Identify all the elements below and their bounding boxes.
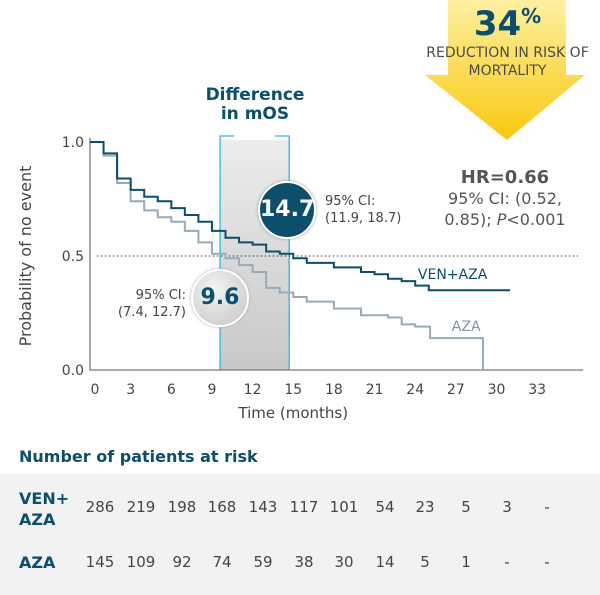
risk-cell: 14 [375, 553, 395, 571]
median-ven-ci: 95% CI: (11.9, 18.7) [325, 193, 401, 227]
x-tick-label: 3 [126, 382, 135, 398]
risk-cell: 23 [415, 498, 435, 516]
banner-text: REDUCTION IN RISK OF MORTALITY [426, 45, 589, 79]
legend-aza: AZA [452, 319, 481, 335]
legend-ven-aza: VEN+AZA [418, 267, 488, 283]
risk-cell: 38 [294, 553, 314, 571]
risk-cell: 92 [172, 553, 192, 571]
median-aza-circle: 9.6 [191, 269, 249, 327]
ci-value: (7.4, 12.7) [117, 305, 186, 320]
x-axis-label: Time (months) [237, 404, 348, 422]
hr-title: HR=0.66 [460, 167, 550, 188]
y-tick-label: 0.0 [62, 363, 84, 379]
x-tick-label: 30 [488, 382, 506, 398]
hr-ci: 95% CI: (0.52, 0.85); [444, 189, 562, 229]
risk-cell: 30 [334, 553, 354, 571]
ci-label: 95% CI: [135, 288, 186, 303]
difference-label: Difference in mOS [205, 85, 305, 124]
risk-cell: 286 [85, 498, 115, 516]
x-tick-label: 9 [207, 382, 216, 398]
x-tick-label: 18 [325, 382, 343, 398]
risk-row-label-aza: AZA [19, 553, 56, 572]
banner-value: 34% [425, 4, 590, 44]
x-tick-label: 33 [528, 382, 546, 398]
km-chart: VEN+AZA AZA 0 3 6 9 12 15 18 21 24 27 30 33 0.0 0.5 1.0 T… [16, 0, 585, 422]
x-tick-label: 21 [366, 382, 384, 398]
risk-cell: 145 [85, 553, 115, 571]
risk-cell: 59 [253, 553, 273, 571]
km-curve-aza [90, 141, 484, 370]
risk-cell: 5 [461, 498, 471, 516]
risk-cell: 198 [167, 498, 197, 516]
y-axis-label: Probability of no event [16, 166, 35, 347]
x-tick-label: 12 [244, 382, 262, 398]
risk-cell: 219 [126, 498, 156, 516]
banner-arrow [425, 0, 585, 140]
banner-unit: % [521, 4, 542, 28]
x-tick-label: 24 [406, 382, 424, 398]
x-tick-label: 0 [91, 382, 100, 398]
hr-p-value: <0.001 [506, 210, 566, 229]
risk-table [0, 474, 600, 595]
y-tick-label: 1.0 [62, 135, 84, 151]
median-aza-ci: 95% CI: (7.4, 12.7) [100, 287, 186, 321]
km-curve-ven-aza [90, 141, 511, 292]
ci-value: (11.9, 18.7) [325, 211, 402, 226]
x-tick-label: 27 [447, 382, 465, 398]
x-tick-label: 15 [284, 382, 302, 398]
y-tick-label: 0.5 [62, 249, 84, 265]
median-ven-circle: 14.7 [258, 181, 316, 239]
risk-cell: 143 [248, 498, 278, 516]
risk-cell: 109 [126, 553, 156, 571]
risk-cell: - [504, 553, 510, 571]
median-difference-shading [220, 140, 290, 370]
risk-cell: 74 [212, 553, 232, 571]
risk-cell: - [544, 498, 550, 516]
risk-table-title: Number of patients at risk [19, 447, 258, 466]
risk-cell: 101 [329, 498, 359, 516]
x-tick-label: 6 [167, 382, 176, 398]
hr-p-label: P [496, 210, 507, 229]
risk-row-label-ven: VEN+ AZA [19, 489, 70, 529]
risk-cell: 3 [502, 498, 512, 516]
hazard-ratio: HR=0.66 95% CI: (0.52, 0.85); P<0.001 [430, 167, 580, 230]
risk-cell: - [544, 553, 550, 571]
ci-label: 95% CI: [325, 194, 376, 209]
risk-cell: 168 [207, 498, 237, 516]
risk-cell: 1 [461, 553, 471, 571]
axes [89, 138, 583, 371]
risk-cell: 117 [289, 498, 319, 516]
banner-number: 34 [473, 4, 522, 44]
risk-cell: 54 [375, 498, 395, 516]
risk-cell: 5 [420, 553, 430, 571]
